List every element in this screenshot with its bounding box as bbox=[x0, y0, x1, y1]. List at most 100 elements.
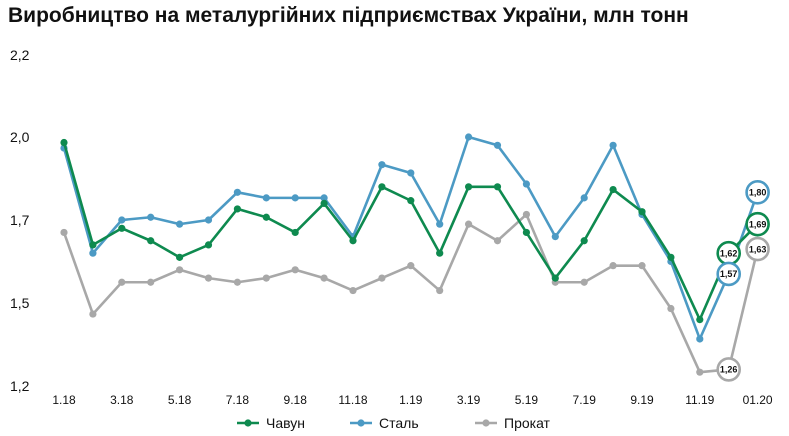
y-tick-label: 1,7 bbox=[10, 212, 30, 228]
data-point bbox=[89, 241, 97, 249]
data-point bbox=[580, 237, 588, 245]
data-point bbox=[638, 208, 646, 216]
data-point bbox=[667, 253, 675, 261]
data-point bbox=[522, 180, 531, 188]
data-point bbox=[436, 249, 444, 257]
data-point bbox=[551, 274, 559, 282]
data-point bbox=[60, 138, 68, 147]
data-point bbox=[118, 216, 126, 224]
data-point bbox=[176, 266, 184, 274]
data-point bbox=[147, 237, 155, 245]
data-point bbox=[204, 274, 213, 282]
data-point bbox=[320, 194, 328, 202]
legend-label: Прокат bbox=[504, 415, 551, 431]
data-label: 1,62 bbox=[720, 248, 738, 258]
data-point bbox=[465, 133, 473, 141]
data-label: 1,80 bbox=[749, 188, 767, 198]
data-point bbox=[667, 304, 675, 313]
x-tick-label: 1.18 bbox=[52, 393, 76, 407]
data-label-bubble bbox=[745, 211, 770, 237]
data-point bbox=[580, 278, 588, 286]
data-label-bubble bbox=[745, 236, 770, 262]
data-point bbox=[378, 274, 386, 282]
data-point bbox=[89, 310, 97, 318]
legend-marker bbox=[357, 419, 365, 427]
x-tick-label: 5.19 bbox=[515, 393, 539, 407]
data-point bbox=[493, 237, 502, 245]
data-point bbox=[233, 188, 241, 196]
data-point bbox=[320, 274, 328, 282]
data-point bbox=[465, 220, 473, 228]
data-point bbox=[465, 183, 473, 191]
data-point bbox=[291, 194, 299, 202]
legend-label: Сталь bbox=[379, 415, 419, 431]
data-point bbox=[407, 169, 415, 177]
data-point bbox=[291, 228, 299, 237]
data-point bbox=[176, 253, 184, 261]
x-tick-label: 5.18 bbox=[168, 393, 192, 407]
data-point bbox=[118, 224, 126, 232]
data-point bbox=[378, 183, 386, 191]
legend-marker bbox=[482, 419, 490, 427]
x-tick-label: 11.18 bbox=[338, 393, 367, 407]
data-point bbox=[320, 199, 328, 207]
x-tick-label: 3.19 bbox=[457, 393, 481, 407]
x-tick-label: 3.18 bbox=[110, 393, 134, 407]
data-point bbox=[291, 266, 299, 274]
data-point bbox=[349, 237, 357, 245]
y-tick-label: 2,2 bbox=[10, 47, 30, 63]
data-point bbox=[696, 335, 704, 343]
x-tick-label: 7.19 bbox=[573, 393, 597, 407]
data-point bbox=[493, 141, 502, 149]
data-point bbox=[696, 368, 704, 376]
x-tick-label: 01.20 bbox=[743, 393, 773, 407]
data-point bbox=[638, 262, 646, 270]
data-point bbox=[378, 161, 386, 169]
data-label-bubble bbox=[716, 261, 742, 287]
data-label: 1,69 bbox=[749, 219, 767, 229]
data-point bbox=[262, 213, 270, 221]
x-tick-label: 1.19 bbox=[399, 393, 423, 407]
series-line-2 bbox=[62, 135, 759, 341]
series-line-3 bbox=[62, 213, 759, 374]
data-point bbox=[609, 262, 617, 270]
data-label: 1,26 bbox=[720, 365, 738, 375]
data-label-bubble bbox=[745, 180, 770, 205]
data-point bbox=[204, 216, 213, 224]
data-point bbox=[147, 213, 155, 221]
data-point bbox=[118, 278, 126, 286]
x-tick-label: 7.18 bbox=[226, 393, 250, 407]
data-point bbox=[407, 262, 415, 270]
data-point bbox=[147, 278, 155, 286]
chart-title: Виробництво на металургійних підприємств… bbox=[8, 4, 689, 27]
y-tick-label: 2,0 bbox=[10, 129, 30, 145]
data-point bbox=[696, 316, 704, 324]
data-point bbox=[609, 185, 617, 194]
series-line-1 bbox=[62, 142, 759, 321]
data-point bbox=[176, 220, 184, 228]
legend-marker bbox=[244, 419, 252, 427]
data-point bbox=[349, 286, 357, 295]
data-point bbox=[436, 286, 444, 295]
data-point bbox=[522, 228, 531, 237]
y-tick-label: 1,2 bbox=[10, 378, 30, 394]
data-point bbox=[493, 183, 502, 191]
x-tick-label: 9.18 bbox=[284, 393, 308, 407]
data-point bbox=[233, 278, 241, 286]
x-tick-label: 11.19 bbox=[685, 393, 714, 407]
x-tick-label: 9.19 bbox=[630, 393, 654, 407]
data-point bbox=[580, 194, 588, 202]
data-label: 1,63 bbox=[749, 244, 767, 254]
data-point bbox=[89, 249, 97, 257]
data-point bbox=[60, 228, 68, 237]
legend-label: Чавун bbox=[266, 415, 305, 431]
data-label: 1,57 bbox=[720, 269, 738, 279]
y-tick-label: 1,5 bbox=[10, 295, 30, 311]
data-point bbox=[233, 205, 241, 213]
data-point bbox=[262, 274, 270, 282]
data-point bbox=[436, 220, 444, 228]
data-label-bubble bbox=[716, 357, 742, 382]
data-point bbox=[407, 197, 415, 205]
data-point bbox=[262, 194, 270, 202]
